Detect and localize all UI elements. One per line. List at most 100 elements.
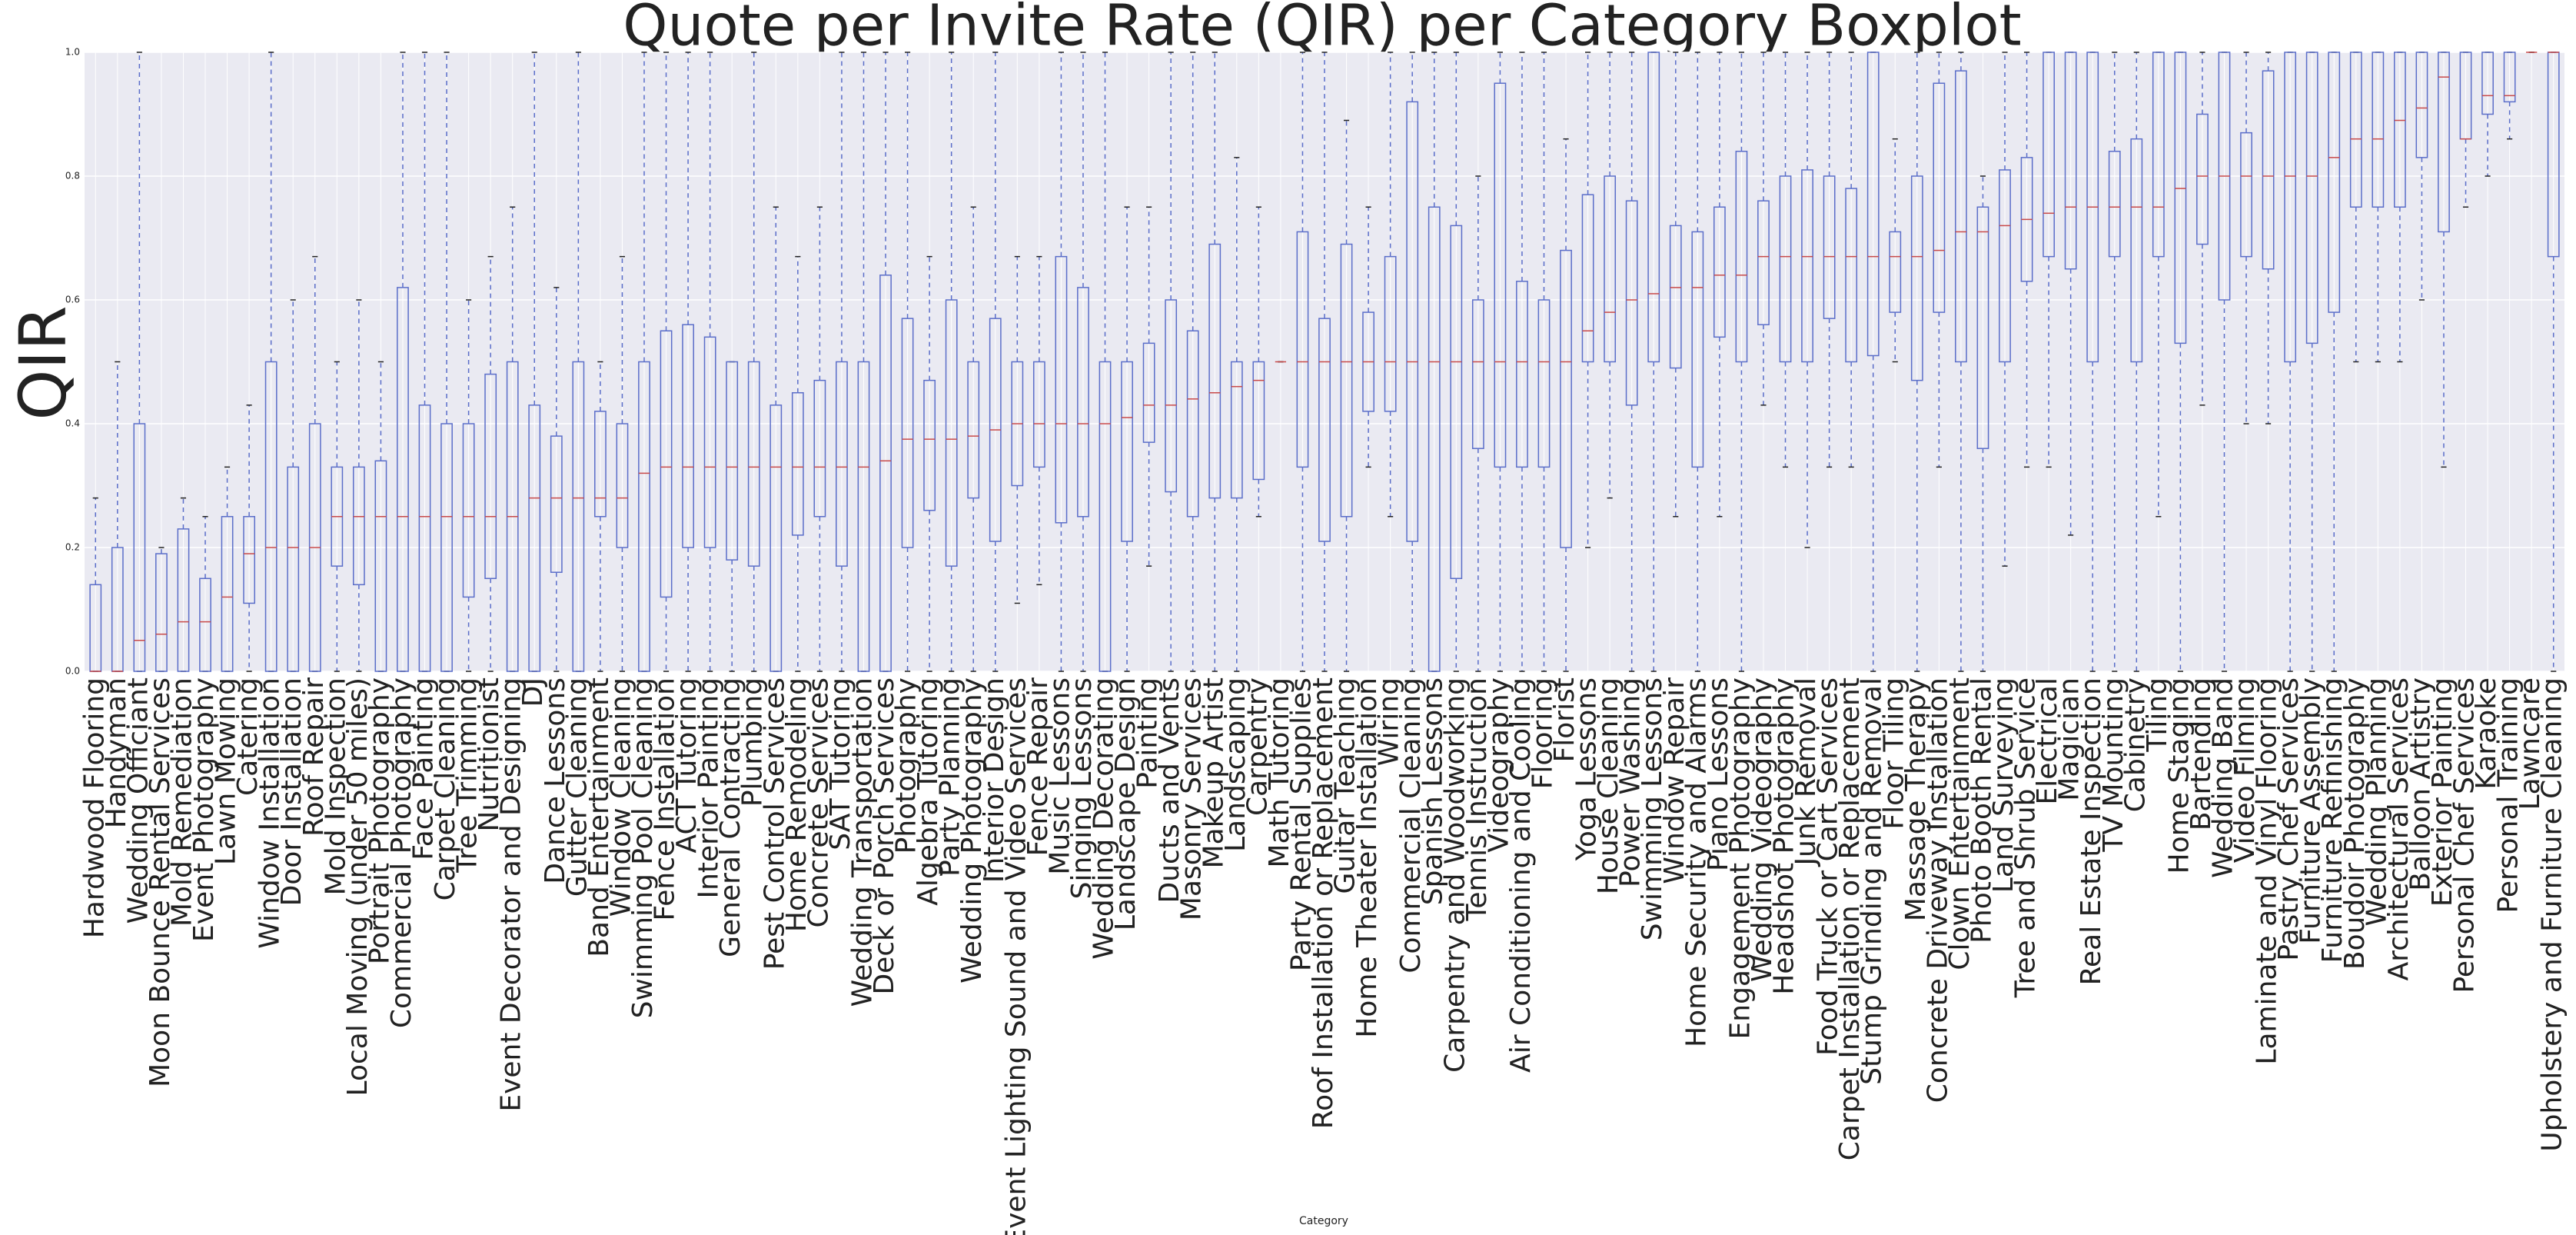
x-tick-label: Home Staging <box>2163 677 2195 874</box>
box <box>1537 299 1551 468</box>
x-tick-label: Bartending <box>2185 677 2217 831</box>
x-tick-label: Deck or Porch Services <box>869 677 900 995</box>
x-tick-label: Nutritionist <box>474 677 505 832</box>
box <box>901 318 914 548</box>
box <box>1230 361 1243 499</box>
x-tick-label: Furniture Refinishing <box>2317 677 2348 963</box>
box <box>221 516 234 672</box>
y-tick-label: 0.2 <box>65 542 80 553</box>
box <box>2174 52 2187 345</box>
x-tick-label: Carpet Cleaning <box>430 677 461 900</box>
x-tick-label: Concrete Driveway Installation <box>1922 677 1953 1103</box>
box <box>1625 200 1638 406</box>
box <box>1757 200 1770 325</box>
y-tick-label: 1.0 <box>65 47 80 58</box>
box <box>1186 330 1199 518</box>
box <box>594 411 607 518</box>
box <box>1999 169 2011 363</box>
x-tick-label: Video Filming <box>2229 677 2261 863</box>
box <box>199 578 211 672</box>
box <box>1910 175 1923 381</box>
x-tick-label: Wedding Decorating <box>1089 677 1120 960</box>
box <box>1406 101 1419 542</box>
x-tick-label: Music Lessons <box>1044 677 1075 875</box>
x-tick-label: Tree and Shrub Service <box>2010 677 2042 998</box>
x-tick-label: Algebra Tutoring <box>912 677 944 906</box>
box <box>726 361 739 561</box>
x-tick-label: Headshot Photography <box>1769 677 1800 995</box>
box <box>747 361 760 567</box>
x-tick-label: Local Moving (under 50 miles) <box>342 677 374 1096</box>
x-tick-label: Interior Painting <box>693 677 725 899</box>
x-tick-label: Event Decorator and Designing <box>496 677 527 1112</box>
box <box>1165 299 1178 493</box>
box <box>1032 361 1045 468</box>
x-tick-label: General Contracting <box>715 677 746 957</box>
x-tick-label: Concrete Services <box>803 677 834 927</box>
box <box>243 516 256 604</box>
x-tick-label: Portrait Photography <box>364 677 395 964</box>
x-tick-label: Window Repair <box>1659 677 1690 884</box>
box <box>1845 188 1858 363</box>
box <box>2328 52 2341 313</box>
x-tick-label: Junk Removal <box>1790 677 1822 867</box>
x-tick-label: Ducts and Vents <box>1154 677 1185 903</box>
box <box>1077 287 1089 518</box>
box <box>2305 52 2318 345</box>
box <box>945 299 958 567</box>
box <box>1691 231 1704 468</box>
x-tick-label: Landscape Design <box>1110 677 1142 930</box>
x-tick-label: Floor Tiling <box>1878 677 1910 830</box>
box <box>1055 255 1068 524</box>
box <box>791 392 804 536</box>
box <box>660 330 673 598</box>
x-tick-label: Personal Training <box>2493 677 2524 914</box>
x-tick-label: Carpentry <box>1241 677 1273 816</box>
box <box>2240 131 2252 258</box>
y-tick-label: 0.0 <box>65 666 80 677</box>
x-tick-label: Catering <box>232 677 264 796</box>
box <box>528 404 541 672</box>
box <box>2349 52 2362 208</box>
x-tick-label: Architectural Services <box>2383 677 2415 980</box>
x-tick-label: Photography <box>891 677 922 854</box>
x-tick-label: SAT Tutoring <box>825 677 856 851</box>
y-tick-label: 0.4 <box>65 418 80 429</box>
x-tick-label: Fence Installation <box>650 677 681 920</box>
x-tick-label: Interior Design <box>979 677 1010 883</box>
x-tick-label: Event Lighting Sound and Video Services <box>1000 677 1032 1235</box>
box <box>1801 169 1813 363</box>
x-tick-label: Singing Lessons <box>1066 677 1098 899</box>
box <box>287 466 300 672</box>
x-tick-label: Clown Entertainment <box>1944 677 1976 970</box>
box <box>967 361 980 499</box>
x-tick-label: Painting <box>1132 677 1164 789</box>
box <box>2284 52 2297 363</box>
box <box>2415 52 2428 158</box>
x-tick-label: Plumbing <box>737 677 769 807</box>
x-tick-label: Carpentry and Woodworking <box>1439 677 1471 1073</box>
x-tick-label: Flooring <box>1527 677 1558 789</box>
x-tick-label: Guitar Teaching <box>1330 677 1361 894</box>
box <box>1581 194 1594 363</box>
x-tick-label: Wiring <box>1374 677 1405 766</box>
x-tick-label: Furniture Assembly <box>2295 677 2327 944</box>
box <box>2152 52 2165 258</box>
box <box>1471 299 1484 449</box>
box <box>2503 52 2516 103</box>
box <box>1340 243 1353 518</box>
x-tick-label: Masonry Services <box>1176 677 1208 920</box>
x-tick-label: Commercial Photography <box>386 677 417 1028</box>
box <box>1735 151 1748 363</box>
x-tick-label: Electrical <box>2032 677 2063 804</box>
y-tick-label: 0.6 <box>65 295 80 305</box>
x-tick-label: Wedding Videography <box>1747 677 1778 982</box>
box <box>374 460 387 672</box>
box <box>2438 52 2450 233</box>
box <box>1099 361 1112 672</box>
x-tick-label: Party Rental Supplies <box>1285 677 1317 971</box>
box <box>879 275 892 672</box>
box <box>1955 70 1967 363</box>
x-tick-label: Photo Booth Rental <box>1966 677 1997 944</box>
box <box>418 404 431 672</box>
